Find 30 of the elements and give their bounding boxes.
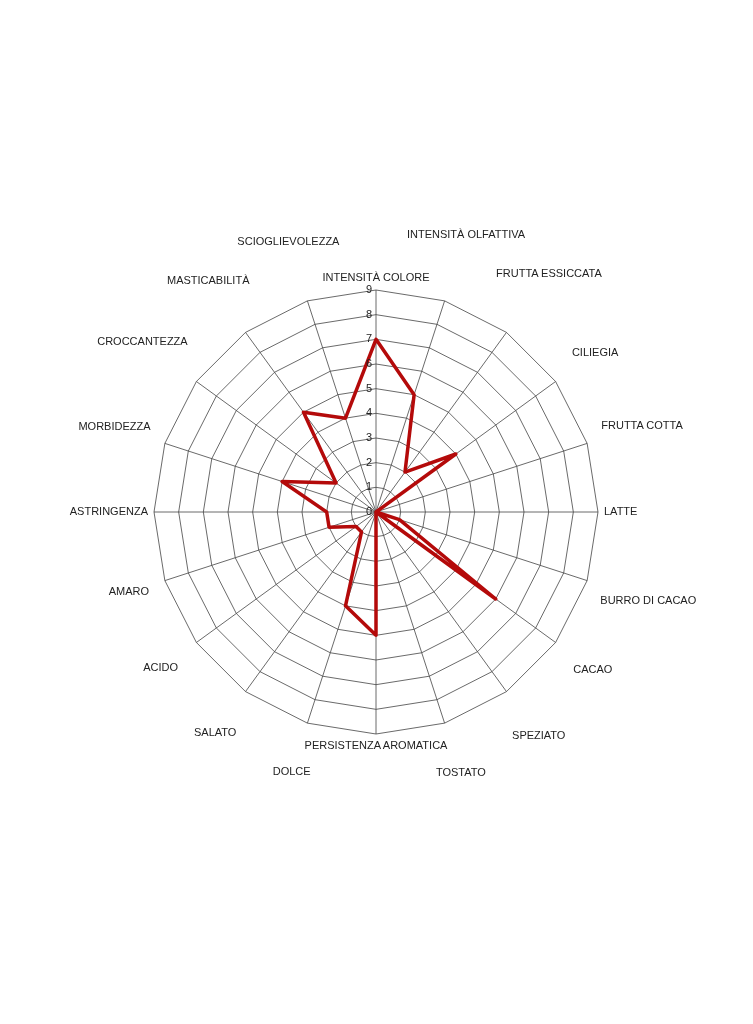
y-tick-label: 9 bbox=[365, 283, 372, 296]
spoke-label: INTENSITÀ COLORE bbox=[322, 271, 430, 284]
spoke-label: SALATO bbox=[193, 726, 237, 739]
y-tick-label: 8 bbox=[365, 307, 372, 320]
y-tick-label: 0 bbox=[365, 505, 372, 518]
y-tick-label: 7 bbox=[365, 332, 372, 345]
y-tick-label: 2 bbox=[365, 455, 372, 468]
spoke-label: DOLCE bbox=[272, 764, 311, 777]
y-tick-label: 6 bbox=[365, 357, 372, 370]
spoke-label: PERSISTENZA AROMATICA bbox=[304, 739, 449, 752]
spoke-label: FRUTTA COTTA bbox=[601, 418, 684, 431]
y-tick-label: 3 bbox=[365, 431, 372, 444]
spoke-label: BURRO DI CACAO bbox=[600, 593, 697, 606]
spoke-label: LATTE bbox=[604, 505, 638, 518]
spoke-label: ACIDO bbox=[143, 661, 179, 674]
spoke-label: FRUTTA ESSICCATA bbox=[496, 267, 603, 280]
y-tick-label: 1 bbox=[365, 480, 372, 493]
spoke-label: SCIOGLIEVOLEZZA bbox=[237, 235, 341, 248]
y-tick-label: 5 bbox=[365, 381, 372, 394]
spoke-label: AMARO bbox=[108, 585, 150, 598]
spoke-label: TOSTATO bbox=[435, 766, 487, 779]
spoke-label: INTENSITÀ OLFATTIVA bbox=[406, 227, 526, 240]
spoke-label: CACAO bbox=[573, 662, 613, 675]
spoke-label: MORBIDEZZA bbox=[78, 420, 152, 433]
spoke-label: ASTRINGENZA bbox=[69, 505, 149, 518]
spoke-label: MASTICABILITÀ bbox=[166, 274, 251, 287]
y-tick-label: 4 bbox=[365, 406, 372, 419]
spoke-label: CROCCANTEZZA bbox=[97, 335, 189, 348]
spoke-label: CILIEGIA bbox=[571, 345, 620, 358]
spoke-label: SPEZIATO bbox=[512, 729, 566, 742]
